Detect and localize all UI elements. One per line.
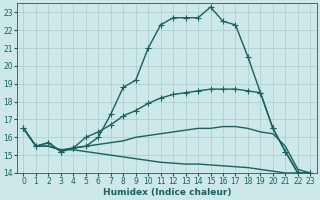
X-axis label: Humidex (Indice chaleur): Humidex (Indice chaleur)	[103, 188, 231, 197]
